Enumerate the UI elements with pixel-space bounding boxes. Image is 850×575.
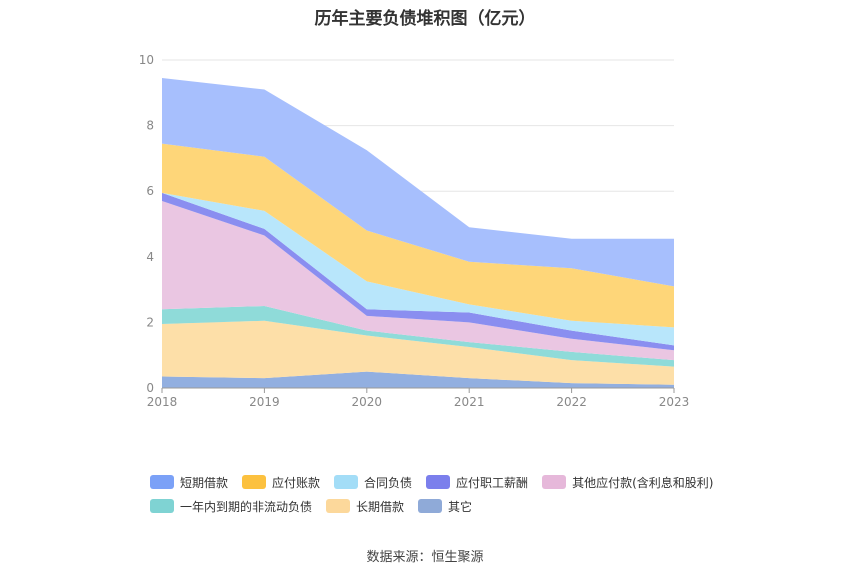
legend-label: 其它 [448, 499, 473, 514]
legend-label: 合同负债 [364, 475, 413, 490]
chart-title: 历年主要负债堆积图（亿元） [314, 9, 536, 29]
legend-label: 一年内到期的非流动负债 [180, 499, 313, 514]
y-tick-label: 10 [139, 53, 154, 67]
legend-swatch [334, 475, 359, 489]
legend: 短期借款 应付账款 合同负债 应付职工薪酬 其他应付款(含利息和股利) 一年内到期的非流动… [150, 470, 770, 518]
x-tick-label: 2020 [352, 395, 383, 409]
legend-label: 应付账款 [272, 475, 321, 490]
area-series [162, 143, 674, 328]
legend-swatch [542, 475, 567, 489]
legend-row: 短期借款 应付账款 合同负债 应付职工薪酬 其他应付款(含利息和股利) [150, 470, 770, 494]
legend-label: 应付职工薪酬 [456, 475, 529, 490]
legend-item[interactable]: 长期借款 [326, 498, 404, 515]
legend-item[interactable]: 应付账款 [242, 474, 320, 491]
legend-item[interactable]: 其它 [418, 498, 472, 515]
area-series [162, 201, 674, 361]
legend-item[interactable]: 其他应付款(含利息和股利) [542, 474, 713, 491]
legend-item[interactable]: 短期借款 [150, 474, 228, 491]
y-tick-label: 2 [146, 315, 154, 329]
area-series [162, 192, 674, 346]
y-tick-label: 8 [146, 119, 154, 133]
area-series [162, 192, 674, 351]
legend-swatch [150, 499, 174, 513]
area-series [162, 78, 674, 287]
legend-item[interactable]: 合同负债 [334, 474, 412, 491]
legend-swatch [426, 475, 451, 489]
data-source: 数据来源：恒生聚源 [366, 550, 484, 565]
y-tick-label: 4 [146, 250, 154, 264]
x-tick-label: 2022 [556, 395, 587, 409]
area-series [162, 371, 674, 388]
legend-swatch [418, 499, 443, 513]
legend-item[interactable]: 一年内到期的非流动负债 [150, 498, 312, 515]
legend-label: 短期借款 [180, 475, 229, 490]
legend-row: 一年内到期的非流动负债 长期借款 其它 [150, 494, 770, 518]
y-tick-label: 6 [146, 184, 154, 198]
x-tick-label: 2021 [454, 395, 485, 409]
x-tick-label: 2023 [659, 395, 690, 409]
y-tick-label: 0 [146, 381, 154, 395]
legend-label: 其他应付款(含利息和股利) [572, 475, 714, 490]
legend-item[interactable]: 应付职工薪酬 [426, 474, 528, 491]
legend-swatch [326, 499, 351, 513]
legend-label: 长期借款 [356, 499, 405, 514]
x-tick-label: 2019 [249, 395, 280, 409]
legend-swatch [242, 475, 267, 489]
x-tick-label: 2018 [147, 395, 178, 409]
legend-swatch [150, 475, 174, 489]
area-series [162, 320, 674, 385]
